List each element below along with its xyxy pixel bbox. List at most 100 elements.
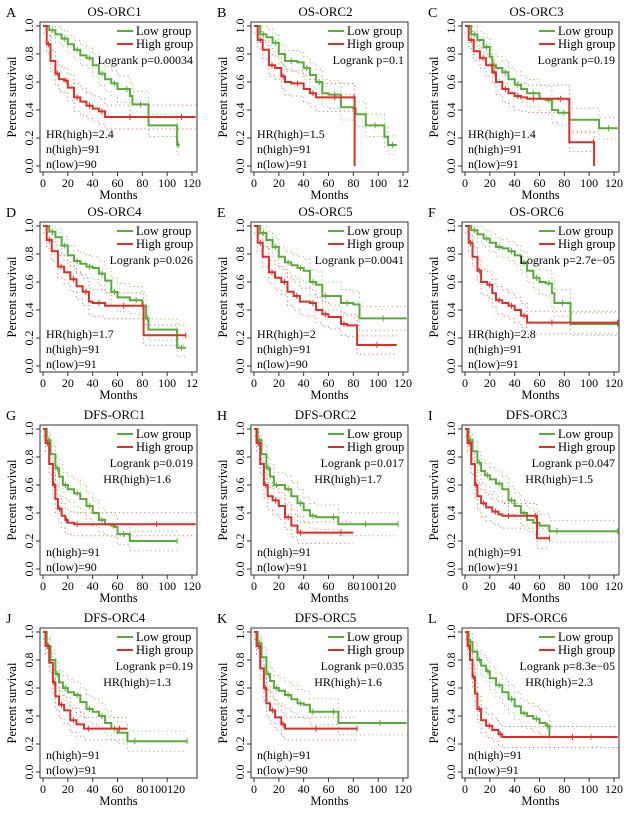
x-tick-label: 100120 <box>360 579 396 593</box>
x-tick-label: 40 <box>298 579 310 593</box>
km-panel-G: G DFS-ORC1 0.0 0.2 0.4 0.6 0.8 1.0 0 20 40 60 80 100 1… <box>5 407 201 605</box>
panel-title: OS-ORC4 <box>87 204 142 219</box>
panel-title: OS-ORC5 <box>298 204 352 219</box>
y-tick-label: 0.8 <box>444 247 458 262</box>
panel-letter: I <box>428 409 433 424</box>
y-axis-label: Percent survival <box>5 256 19 337</box>
panel-letter: A <box>6 6 17 21</box>
x-tick-label: 40 <box>509 176 521 190</box>
panel-letter: D <box>6 206 16 221</box>
y-tick-label: 0.8 <box>444 47 458 62</box>
x-tick-label: 20 <box>62 579 74 593</box>
x-tick-label: 120 <box>605 782 623 796</box>
x-tick-label: 100 <box>158 376 176 390</box>
logrank-annotation: Logrank p=0.035 <box>321 659 404 673</box>
y-tick-label: 0.2 <box>22 737 36 752</box>
km-curve-low <box>465 225 618 325</box>
y-tick-label: 0.6 <box>233 75 247 90</box>
km-panel-B: B OS-ORC2 0.0 0.2 0.4 0.6 0.8 1.0 0 20 40 60 80 100 12… <box>216 4 409 202</box>
ci-band-low <box>465 638 618 748</box>
legend-label-low: Low group <box>347 24 402 38</box>
x-axis-label: Months <box>310 188 348 202</box>
y-tick-label: 0.4 <box>233 303 247 318</box>
hr-annotation: HR(high)=1.4 <box>468 127 536 141</box>
logrank-annotation: Logrank p=8.3e−05 <box>519 659 615 673</box>
km-curve-high <box>254 225 397 346</box>
x-tick-label: 100 <box>158 579 176 593</box>
km-curve-high <box>465 631 618 738</box>
n-high-annotation: n(high)=91 <box>257 748 311 762</box>
ci-band-low <box>43 428 178 532</box>
km-panel-C: C OS-ORC3 0.0 0.2 0.4 0.6 0.8 1.0 0 20 40 60 80 100 12… <box>427 4 623 202</box>
x-tick-label: 80 <box>347 579 359 593</box>
logrank-annotation: Logrank p=0.019 <box>110 456 193 470</box>
y-tick-label: 1.0 <box>22 219 36 234</box>
x-tick-label: 120 <box>394 782 412 796</box>
x-axis-label: Months <box>521 188 559 202</box>
x-tick-label: 100 <box>580 782 598 796</box>
x-tick-label: 0 <box>251 782 257 796</box>
ci-band-low <box>254 428 398 514</box>
y-axis-label: Percent survival <box>216 662 230 743</box>
n-high-annotation: n(high)=91 <box>468 342 522 356</box>
y-tick-label: 0.0 <box>444 359 458 374</box>
panel-title: DFS-ORC3 <box>506 407 567 422</box>
x-tick-label: 0 <box>40 176 46 190</box>
n-low-annotation: n(low)=91 <box>257 560 308 574</box>
y-axis-label: Percent survival <box>5 56 19 137</box>
y-tick-label: 0.6 <box>233 681 247 696</box>
km-panel-E: E OS-ORC5 0.0 0.2 0.4 0.6 0.8 1.0 0 20 40 60 80 100 12… <box>216 204 412 402</box>
x-tick-label: 20 <box>62 176 74 190</box>
x-tick-label: 12 <box>186 376 198 390</box>
legend-label-low: Low group <box>136 427 191 441</box>
y-tick-label: 0.2 <box>444 331 458 346</box>
ci-band-low <box>254 32 397 155</box>
legend-label-low: Low group <box>347 224 402 238</box>
x-tick-label: 0 <box>251 176 257 190</box>
y-tick-label: 0.6 <box>22 681 36 696</box>
y-tick-label: 0.6 <box>444 75 458 90</box>
x-tick-label: 20 <box>484 782 496 796</box>
legend-label-low: Low group <box>136 630 191 644</box>
y-tick-label: 0.8 <box>233 653 247 668</box>
logrank-annotation: Logrank p=0.026 <box>110 253 193 267</box>
y-tick-label: 0.2 <box>233 534 247 549</box>
km-curve-high <box>465 428 550 540</box>
x-tick-label: 0 <box>251 579 257 593</box>
x-axis-label: Months <box>99 794 137 808</box>
y-tick-label: 0.4 <box>22 303 36 318</box>
y-tick-label: 0.2 <box>444 534 458 549</box>
y-tick-label: 0.8 <box>444 450 458 465</box>
x-axis-label: Months <box>99 188 137 202</box>
y-tick-label: 0.2 <box>22 534 36 549</box>
x-tick-label: 0 <box>40 579 46 593</box>
legend-label-high: High group <box>558 440 615 454</box>
y-tick-label: 0.8 <box>233 247 247 262</box>
legend-label-high: High group <box>558 237 615 251</box>
x-tick-label: 100 <box>580 176 598 190</box>
plot-frame <box>39 424 198 576</box>
km-panel-A: A OS-ORC1 0.0 0.2 0.4 0.6 0.8 1.0 0 20 40 60 80 100 12… <box>5 4 201 202</box>
logrank-annotation: Logrank p=0.0041 <box>315 253 404 267</box>
x-tick-label: 20 <box>484 376 496 390</box>
x-tick-label: 0 <box>251 376 257 390</box>
y-tick-label: 0.8 <box>22 47 36 62</box>
x-tick-label: 100 <box>580 376 598 390</box>
y-tick-label: 0.4 <box>22 506 36 521</box>
x-tick-label: 100 <box>369 176 387 190</box>
hr-annotation: HR(high)=1.7 <box>46 327 114 341</box>
km-panel-D: D OS-ORC4 0.0 0.2 0.4 0.6 0.8 1.0 0 20 40 60 80 100 12… <box>5 204 198 402</box>
logrank-annotation: Logrank p=0.19 <box>538 53 615 67</box>
km-panel-J: J DFS-ORC4 0.0 0.2 0.4 0.6 0.8 1.0 0 20 40 60 80 1001… <box>5 610 198 808</box>
y-tick-label: 0.8 <box>22 247 36 262</box>
panel-title: OS-ORC2 <box>298 4 352 19</box>
legend-label-high: High group <box>347 440 404 454</box>
ci-band-low <box>43 32 180 155</box>
x-tick-label: 40 <box>509 376 521 390</box>
km-panel-I: I DFS-ORC3 0.0 0.2 0.4 0.6 0.8 1.0 0 20 40 60 80 100 1… <box>427 407 623 605</box>
x-tick-label: 20 <box>62 376 74 390</box>
km-panel-F: F OS-ORC6 0.0 0.2 0.4 0.6 0.8 1.0 0 20 40 60 80 100 12… <box>427 204 623 402</box>
n-high-annotation: n(high)=91 <box>46 342 100 356</box>
x-tick-label: 80 <box>347 176 359 190</box>
x-tick-label: 0 <box>462 376 468 390</box>
